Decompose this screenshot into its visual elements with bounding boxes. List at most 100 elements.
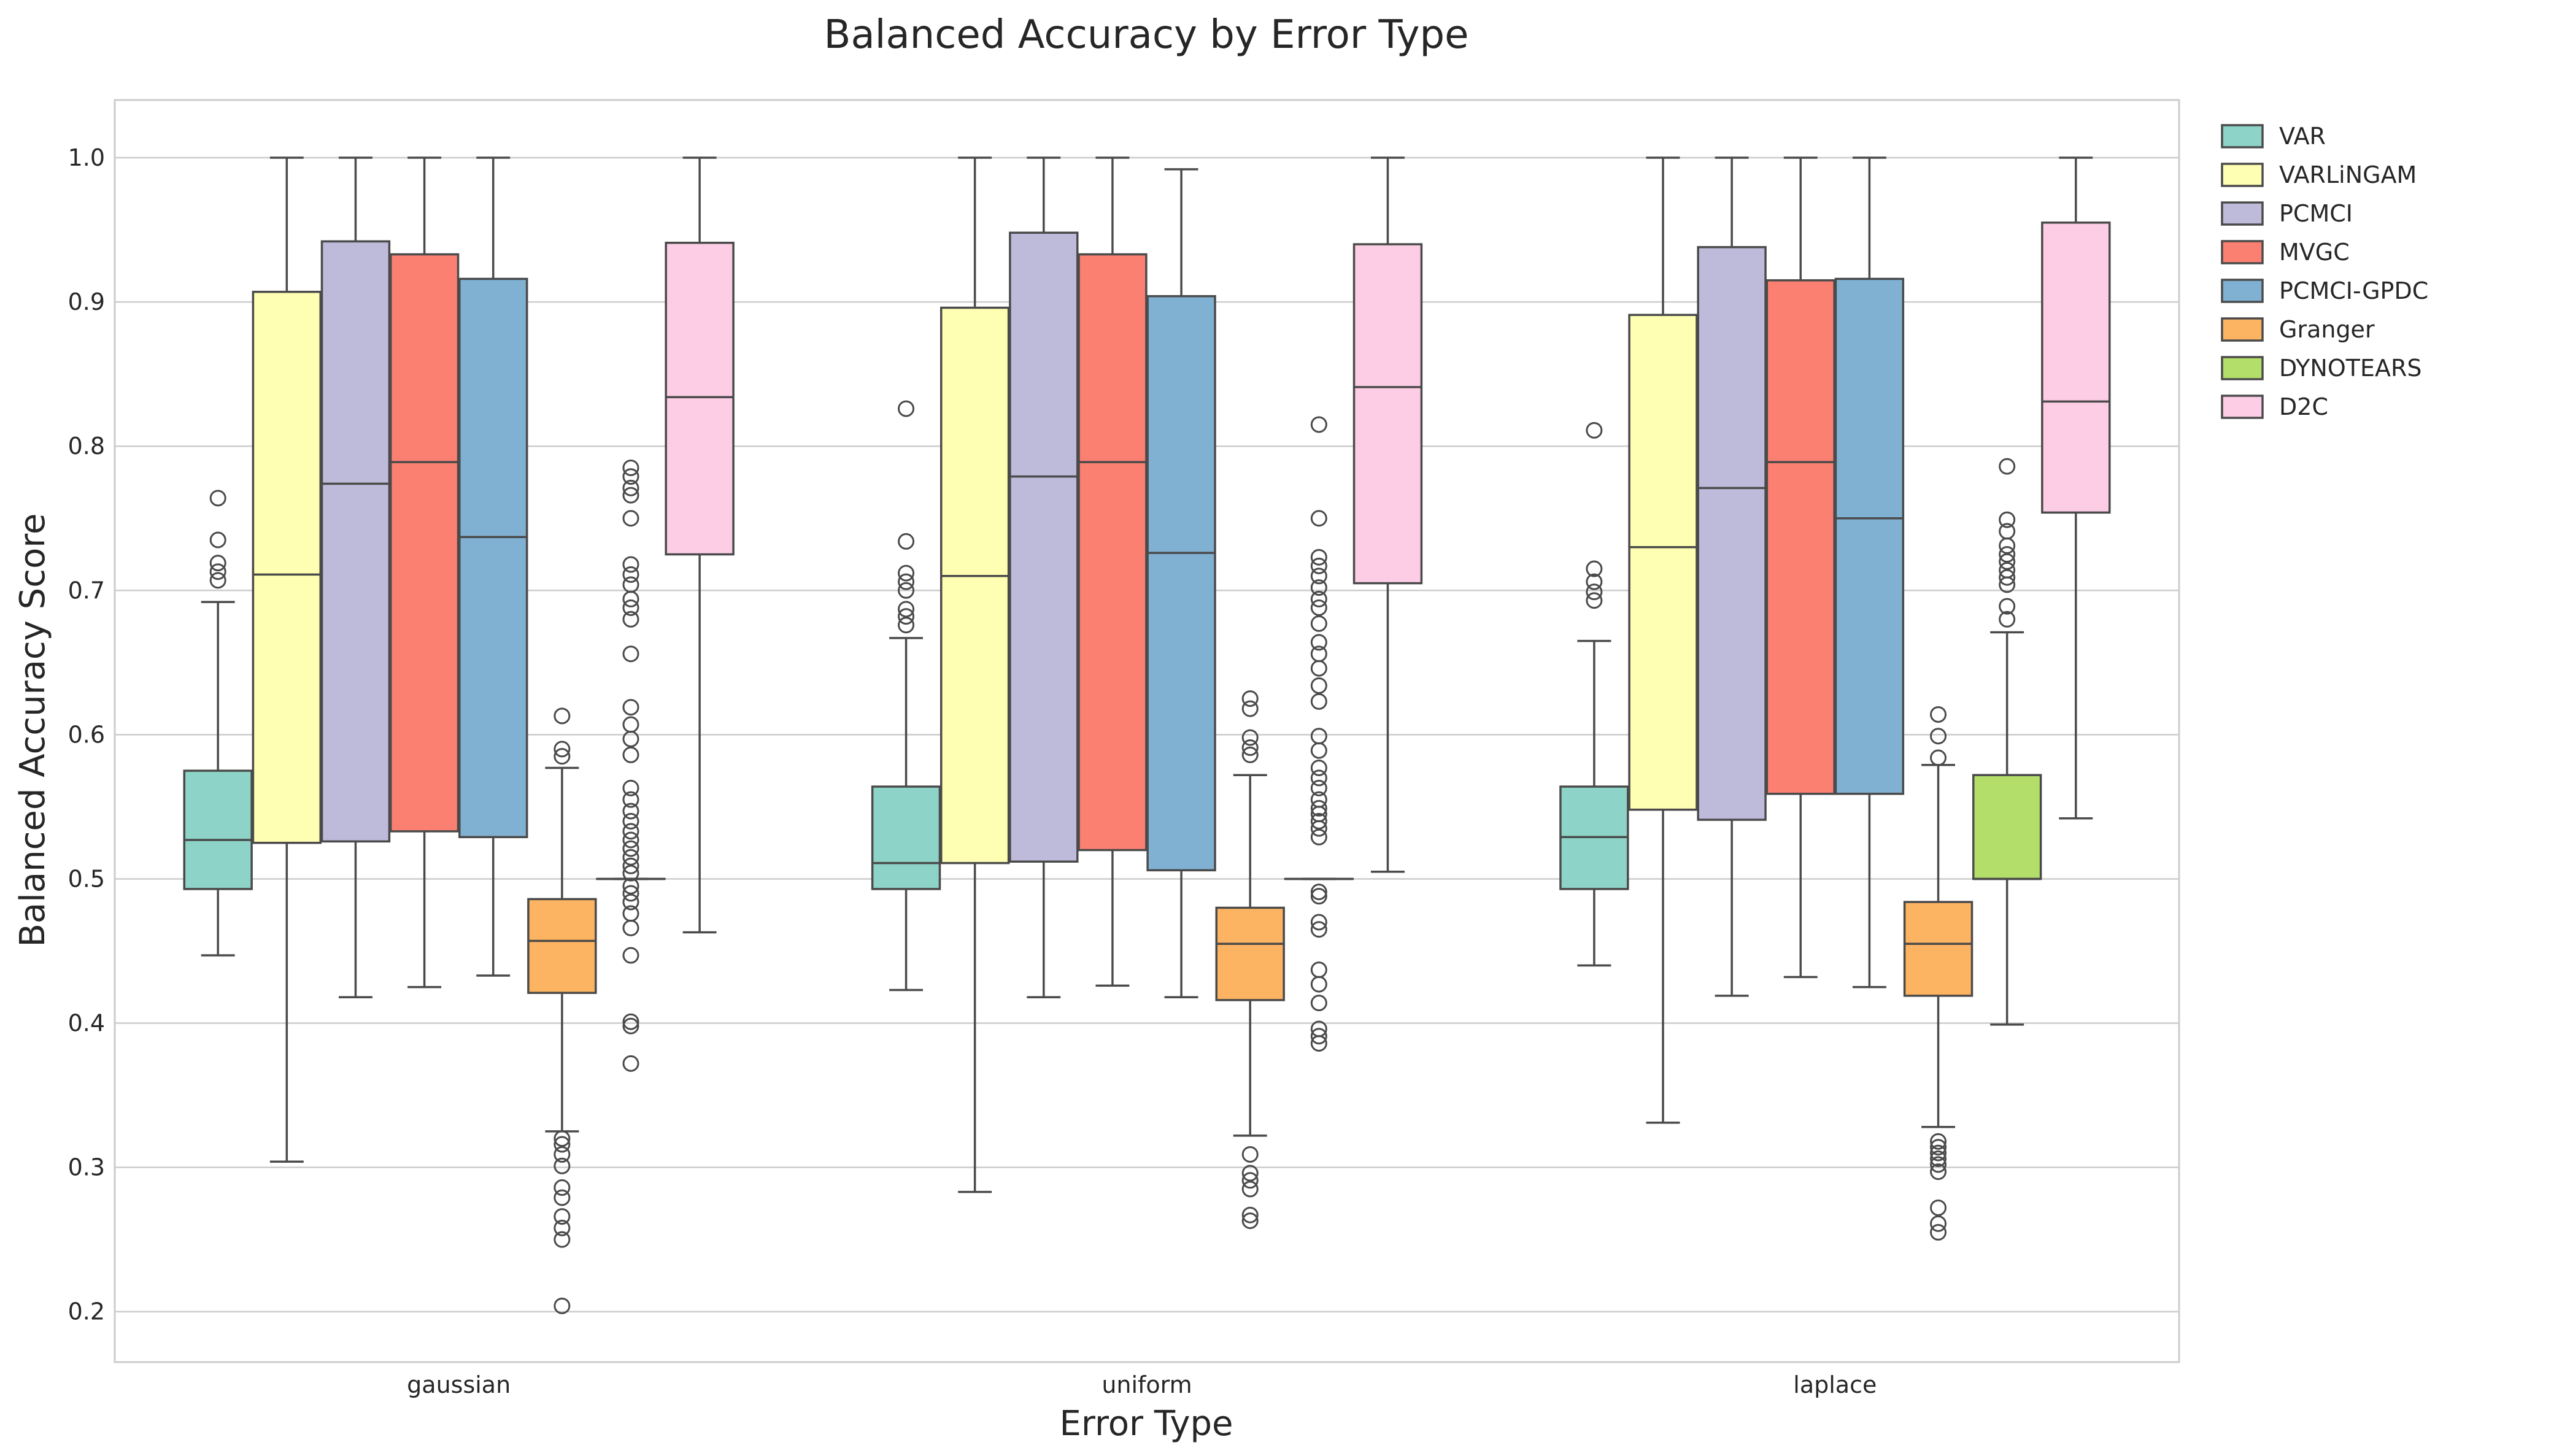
outlier-point	[622, 556, 639, 573]
legend-swatch	[2221, 201, 2264, 226]
outlier-point	[1310, 779, 1327, 796]
outlier-point	[1310, 579, 1327, 596]
box-body	[1009, 231, 1079, 863]
box-PCMCI-laplace	[1697, 156, 1767, 997]
legend-swatch	[2221, 279, 2264, 303]
outlier-point	[1586, 422, 1603, 439]
outlier-point	[622, 746, 639, 763]
outlier-point	[1241, 1206, 1259, 1223]
y-tick-label: 0.8	[68, 433, 105, 460]
outlier-point	[622, 487, 639, 504]
outlier-point	[622, 803, 639, 820]
x-tick-label: uniform	[1102, 1371, 1192, 1398]
box-Granger-laplace	[1903, 706, 1974, 1241]
outlier-point	[209, 555, 226, 572]
outlier-point	[898, 582, 915, 599]
outlier-point	[622, 645, 639, 663]
box-body	[1834, 277, 1905, 795]
y-tick-label: 0.7	[68, 577, 105, 604]
box-PCMCI-GPDC-laplace	[1834, 156, 1905, 988]
outlier-point	[622, 1013, 639, 1030]
box-PCMCI-uniform	[1009, 156, 1079, 998]
outlier-point	[1586, 573, 1603, 590]
outlier-point	[1930, 1163, 1947, 1181]
box-body	[1078, 253, 1148, 852]
outlier-point	[1310, 888, 1327, 905]
outlier-point	[898, 601, 915, 618]
outlier-point	[1310, 812, 1327, 830]
box-D2C-laplace	[2041, 156, 2111, 820]
outlier-point	[1241, 1172, 1259, 1189]
outlier-point	[1310, 995, 1327, 1012]
outlier-point	[622, 840, 639, 857]
x-tick-label: laplace	[1793, 1371, 1877, 1398]
y-tick-label: 1.0	[68, 144, 105, 171]
outlier-point	[1310, 615, 1327, 632]
outlier-point	[554, 1146, 571, 1163]
outlier-point	[1310, 549, 1327, 566]
box-body	[1215, 906, 1285, 1001]
y-tick-label: 0.3	[68, 1154, 105, 1181]
outlier-point	[1241, 729, 1259, 746]
box-MVGC-uniform	[1078, 156, 1148, 987]
outlier-point	[554, 1208, 571, 1225]
outlier-point	[554, 741, 571, 758]
box-MVGC-laplace	[1765, 156, 1835, 979]
y-tick-label: 0.2	[68, 1298, 105, 1325]
legend-label: VAR	[2279, 123, 2326, 150]
outlier-point	[622, 893, 639, 911]
outlier-point	[1310, 728, 1327, 745]
chart-title: Balanced Accuracy by Error Type	[824, 12, 1469, 58]
outlier-point	[898, 564, 915, 582]
box-body	[1972, 774, 2042, 880]
outlier-point	[1930, 1150, 1947, 1168]
outlier-point	[554, 1297, 571, 1314]
outlier-point	[1930, 749, 1947, 766]
outlier-point	[554, 1130, 571, 1147]
outlier-point	[1930, 1199, 1947, 1216]
outlier-point	[1310, 1020, 1327, 1038]
outlier-point	[1586, 584, 1603, 601]
outlier-point	[1930, 1223, 1947, 1241]
plot-area	[183, 156, 2111, 1314]
outlier-point	[1241, 1212, 1259, 1230]
box-VAR-uniform	[871, 400, 941, 992]
legend-label: PCMCI	[2279, 200, 2353, 227]
box-body	[458, 277, 528, 839]
y-tick-label: 0.6	[68, 721, 105, 748]
outlier-point	[1999, 546, 2016, 563]
outlier-point	[622, 611, 639, 628]
outlier-point	[898, 400, 915, 417]
outlier-point	[622, 716, 639, 733]
outlier-point	[1310, 828, 1327, 845]
y-tick-label: 0.9	[68, 288, 105, 315]
outlier-point	[622, 831, 639, 849]
outlier-point	[1999, 561, 2016, 579]
legend-swatch	[2221, 317, 2264, 342]
outlier-point	[554, 1231, 571, 1248]
legend-swatch	[2221, 124, 2264, 148]
box-DYNOTEARS-gaussian	[596, 459, 666, 1072]
outlier-point	[622, 1017, 639, 1034]
outlier-point	[1999, 458, 2016, 475]
legend-label: D2C	[2279, 393, 2328, 420]
outlier-point	[622, 885, 639, 902]
outlier-point	[1310, 1028, 1327, 1045]
outlier-point	[554, 748, 571, 765]
box-DYNOTEARS-laplace	[1972, 458, 2042, 1026]
outlier-point	[209, 531, 226, 549]
box-PCMCI-GPDC-gaussian	[458, 156, 528, 977]
outlier-point	[1999, 511, 2016, 528]
legend-swatch	[2221, 356, 2264, 380]
outlier-point	[1310, 634, 1327, 651]
outlier-point	[898, 617, 915, 634]
box-body	[252, 290, 322, 844]
outlier-point	[554, 1136, 571, 1153]
box-D2C-gaussian	[665, 156, 735, 934]
outlier-point	[1241, 690, 1259, 707]
box-body	[940, 306, 1010, 865]
outlier-point	[554, 1179, 571, 1196]
outlier-point	[622, 877, 639, 895]
legend: VAR VARLiNGAM PCMCI MVGC PCMCI-GPDC Granger DY…	[2221, 123, 2428, 420]
